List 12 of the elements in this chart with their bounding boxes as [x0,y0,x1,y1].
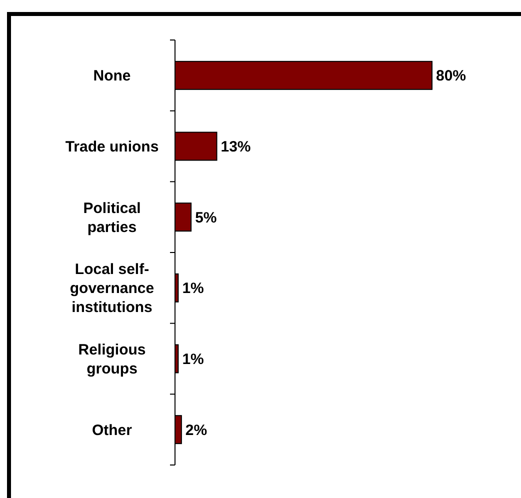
data-label: 1% [182,280,204,298]
data-label: 13% [220,138,251,156]
y-tick-label: Other [92,422,132,439]
data-label: 1% [182,351,204,368]
data-label: 5% [195,209,217,226]
y-tick-label: Religious groups [78,342,146,378]
y-tick-label: Political parties [83,200,141,236]
data-label: 2% [185,422,208,439]
y-tick-label: Local self-governance institutions [70,261,154,316]
y-tick-label: Trade unions [65,138,159,156]
y-tick-label: None [93,68,131,85]
data-label: 80% [436,68,466,85]
